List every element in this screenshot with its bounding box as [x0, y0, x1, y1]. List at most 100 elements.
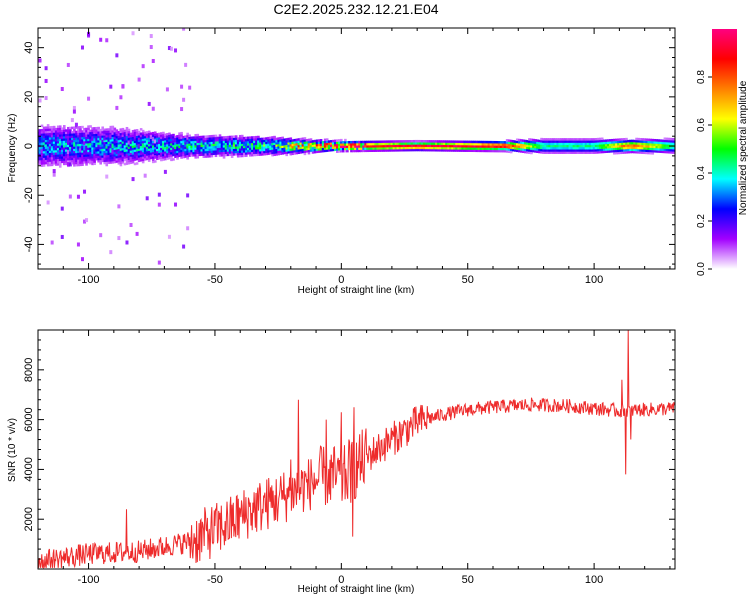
spectrogram-cell: [56, 129, 60, 133]
spectrogram-y-tick-label: 20: [23, 91, 35, 103]
spectrogram-cell: [125, 131, 129, 134]
spectrogram-cell: [40, 162, 44, 165]
spectrogram-cell: [204, 148, 208, 152]
spectrogram-cell: [499, 147, 503, 151]
spectrogram-cell: [309, 142, 313, 146]
spectrogram-cell: [214, 139, 218, 142]
spectrogram-speckle: [117, 204, 121, 209]
spectrogram-cell: [210, 141, 214, 145]
spectrogram-cell: [433, 149, 436, 152]
spectrogram-cell: [131, 152, 135, 155]
spectrogram-cell: [424, 142, 428, 145]
spectrogram-cell: [631, 146, 634, 149]
spectrogram-cell: [463, 144, 466, 148]
spectrogram-cell: [38, 135, 42, 139]
spectrogram-cell: [536, 148, 539, 151]
spectrogram-cell: [602, 146, 606, 149]
spectrogram-cell: [291, 139, 295, 142]
spectrogram-cell: [380, 144, 384, 148]
spectrogram-cell: [54, 143, 58, 146]
spectrogram-cell: [439, 142, 442, 145]
spectrogram-cell: [210, 148, 214, 151]
spectrogram-cell: [77, 137, 80, 140]
spectrogram-cell: [81, 154, 84, 158]
spectrogram-cell: [400, 142, 404, 145]
spectrogram-cell: [44, 161, 48, 165]
spectrogram-cell: [374, 142, 378, 146]
spectrogram-cell: [489, 145, 493, 148]
spectrogram-cell: [568, 140, 572, 143]
spectrogram-cell: [69, 159, 72, 163]
spectrogram-cell: [73, 161, 76, 165]
spectrogram-cell: [182, 146, 185, 150]
spectrogram-cell: [38, 147, 40, 150]
spectrogram-cell: [281, 143, 284, 146]
spectrogram-cell: [572, 151, 576, 154]
spectrogram-cell: [338, 143, 341, 147]
spectrogram-cell: [176, 137, 179, 140]
spectrogram-cell: [313, 150, 317, 154]
spectrogram-cell: [429, 144, 432, 148]
spectrogram-cell: [651, 141, 655, 144]
spectrogram-cell: [141, 143, 145, 146]
spectrogram-cell: [93, 138, 96, 141]
spectrogram-cell: [406, 148, 410, 152]
spectrogram-cell: [608, 139, 612, 142]
spectrogram-cell: [342, 141, 345, 144]
spectrogram-cell: [251, 136, 254, 139]
spectrogram-cell: [184, 148, 187, 152]
spectrogram-cell: [546, 147, 549, 150]
spectrogram-cell: [129, 145, 133, 149]
spectrogram-cell: [463, 147, 466, 150]
spectrogram-cell: [467, 140, 471, 144]
spectrogram-cell: [97, 133, 100, 136]
spectrogram-cell: [93, 133, 96, 137]
spectrogram-cell: [115, 160, 119, 163]
colorbar-tick-label: 0.6: [696, 118, 707, 132]
spectrogram-cell: [435, 149, 438, 152]
spectrogram-cell: [584, 147, 588, 150]
spectrogram-cell: [242, 150, 246, 153]
spectrogram-cell: [151, 147, 155, 150]
spectrogram-cell: [184, 153, 187, 156]
spectrogram-cell: [520, 141, 523, 144]
spectrogram-cell: [133, 129, 137, 133]
spectrogram-cell: [507, 139, 511, 142]
spectrogram-cell: [204, 146, 208, 149]
spectrogram-cell: [534, 143, 537, 147]
spectrogram-cell: [655, 139, 659, 142]
spectrogram-cell: [230, 155, 234, 159]
spectrogram-cell: [511, 142, 515, 145]
spectrogram-cell: [600, 146, 604, 149]
spectrogram-cell: [135, 162, 139, 165]
spectrogram-cell: [572, 144, 576, 148]
spectrogram-cell: [85, 152, 88, 155]
spectrogram-cell: [639, 138, 642, 141]
spectrogram-cell: [637, 137, 640, 141]
spectrogram-cell: [160, 149, 163, 153]
spectrogram-cell: [283, 138, 287, 141]
spectrogram-cell: [85, 127, 88, 131]
spectrogram-cell: [503, 143, 507, 146]
spectrogram-cell: [127, 150, 131, 154]
spectrogram-cell: [208, 137, 212, 140]
spectrogram-cell: [374, 144, 378, 148]
spectrogram-cell: [263, 144, 266, 147]
spectrogram-cell: [141, 145, 145, 148]
spectrogram-cell: [119, 152, 123, 156]
spectrogram-cell: [56, 145, 60, 148]
spectrogram-cell: [40, 157, 44, 161]
spectrogram-cell: [226, 149, 230, 152]
spectrogram-cell: [404, 144, 408, 148]
spectrogram-cell: [188, 136, 191, 140]
spectrogram-cell: [528, 138, 531, 141]
snr-x-tick-label: -50: [207, 574, 223, 586]
spectrogram-cell: [447, 144, 450, 148]
spectrogram-cell: [190, 145, 193, 148]
spectrogram-cell: [226, 138, 230, 141]
spectrogram-cell: [386, 147, 390, 150]
spectrogram-cell: [611, 150, 614, 153]
spectrogram-cell: [109, 161, 113, 164]
spectrogram-cell: [99, 139, 102, 143]
spectrogram-cell: [149, 152, 153, 155]
